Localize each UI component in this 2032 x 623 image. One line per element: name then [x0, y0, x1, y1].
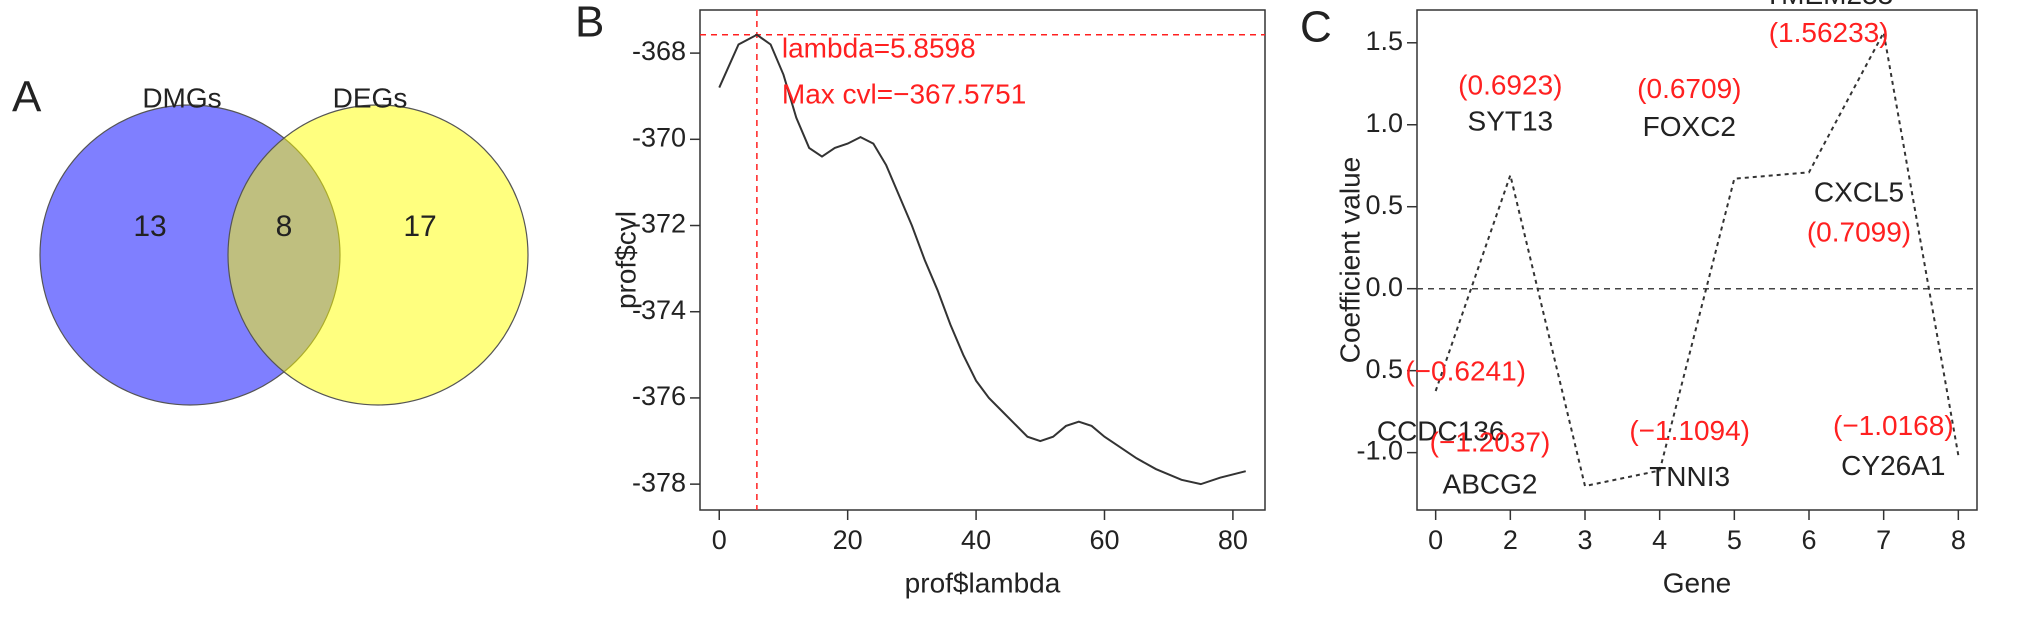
value-label: (0.7099) — [1807, 217, 1911, 248]
y-axis-label: prof$cvl — [610, 211, 641, 309]
gene-label: CY26A1 — [1841, 450, 1945, 481]
x-tick-label: 0 — [1428, 525, 1443, 555]
set-circle — [227, 104, 529, 406]
y-tick-label: -376 — [632, 381, 686, 411]
x-tick-label: 80 — [1218, 525, 1248, 555]
gene-label: CXCL5 — [1814, 177, 1904, 208]
set-label: DEGs — [333, 82, 408, 113]
x-tick-label: 20 — [833, 525, 863, 555]
y-tick-label: -370 — [632, 122, 686, 152]
y-tick-label: 0.5 — [1365, 354, 1403, 384]
panel-letter: A — [12, 73, 42, 122]
y-tick-label: -378 — [632, 467, 686, 497]
set-label: DMGs — [142, 82, 221, 113]
y-tick-label: 1.5 — [1365, 26, 1403, 56]
gene-label: FOXC2 — [1643, 111, 1736, 142]
y-tick-label: -368 — [632, 36, 686, 66]
y-tick-label: 0.0 — [1365, 272, 1403, 302]
region-count: 17 — [403, 210, 436, 243]
gene-label: ABCG2 — [1443, 468, 1538, 499]
annotation: lambda=5.8598 — [782, 32, 976, 63]
value-label: (−1.1094) — [1629, 415, 1750, 446]
value-label: (0.6709) — [1637, 73, 1741, 104]
y-tick-label: -1.0 — [1356, 436, 1403, 466]
data-line — [1434, 29, 1960, 488]
x-tick-label: 4 — [1652, 525, 1667, 555]
x-tick-label: 2 — [1503, 525, 1518, 555]
value-label: (−1.0168) — [1833, 410, 1954, 441]
gene-label: CCDC136 — [1377, 415, 1505, 446]
x-tick-label: 5 — [1727, 525, 1742, 555]
x-tick-label: 40 — [961, 525, 991, 555]
plot-frame — [699, 9, 1266, 511]
panel-letter: C — [1300, 3, 1332, 52]
y-axis-label: Coefficient value — [1334, 157, 1365, 364]
y-tick-label: -374 — [632, 295, 686, 325]
x-axis-label: Gene — [1663, 567, 1732, 598]
x-axis-label: prof$lambda — [905, 567, 1061, 598]
value-label: (−1.2037) — [1430, 426, 1551, 457]
x-tick-label: 6 — [1801, 525, 1816, 555]
x-tick-label: 8 — [1951, 525, 1966, 555]
x-tick-label: 7 — [1876, 525, 1891, 555]
region-count: 8 — [276, 210, 293, 243]
x-tick-label: 3 — [1577, 525, 1592, 555]
y-tick-label: 0.5 — [1365, 190, 1403, 220]
value-label: (−0.6241) — [1405, 355, 1526, 386]
gene-label: SYT13 — [1468, 106, 1554, 137]
value-label: (0.6923) — [1458, 70, 1562, 101]
y-tick-label: 1.0 — [1365, 108, 1403, 138]
value-label: (1.56233) — [1769, 17, 1889, 48]
gene-label: TMEM233 — [1764, 0, 1893, 10]
plot-frame — [1416, 9, 1978, 511]
region-count: 13 — [133, 210, 166, 243]
gene-label: TNNI3 — [1649, 461, 1730, 492]
y-tick-label: -372 — [632, 209, 686, 239]
panel-letter: B — [575, 0, 604, 47]
x-tick-label: 60 — [1089, 525, 1119, 555]
data-line — [718, 33, 1246, 486]
x-tick-label: 0 — [712, 525, 727, 555]
annotation: Max cvl=−367.5751 — [782, 78, 1026, 109]
